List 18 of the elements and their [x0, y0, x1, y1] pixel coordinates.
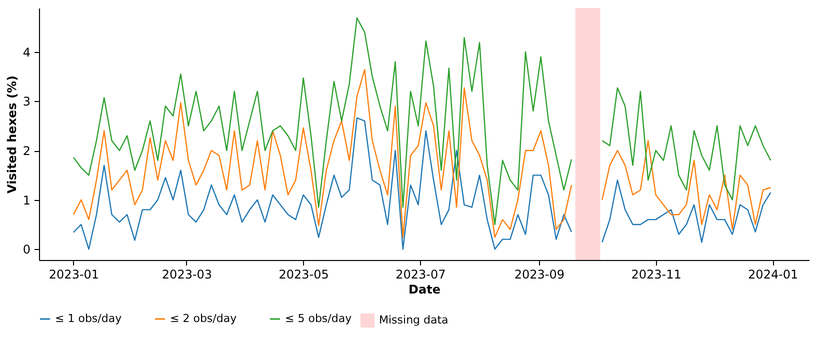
- legend-label: ≤ 1 obs/day: [55, 312, 122, 325]
- x-tick-label: 2023-03: [162, 268, 212, 282]
- legend-label: ≤ 2 obs/day: [170, 312, 238, 325]
- x-tick-label: 2024-01: [748, 268, 798, 282]
- y-axis-title: Visited hexes (%): [4, 76, 19, 194]
- y-tick-label: 2: [22, 144, 30, 158]
- x-tick-label: 2023-07: [396, 268, 446, 282]
- x-tick-label: 2023-01: [48, 268, 100, 282]
- y-tick-label: 1: [22, 193, 30, 208]
- x-tick-label: 2023-09: [514, 268, 564, 282]
- x-tick-label: 2023-05: [278, 268, 329, 282]
- legend-label: ≤ 5 obs/day: [285, 312, 352, 325]
- x-axis-title: Date: [408, 282, 440, 296]
- legend-label: Missing data: [379, 314, 448, 326]
- y-tick-label: 3: [22, 94, 30, 109]
- y-tick-label: 0: [22, 242, 30, 257]
- y-tick-label: 4: [22, 45, 30, 60]
- x-tick-label: 2023-11: [631, 268, 682, 282]
